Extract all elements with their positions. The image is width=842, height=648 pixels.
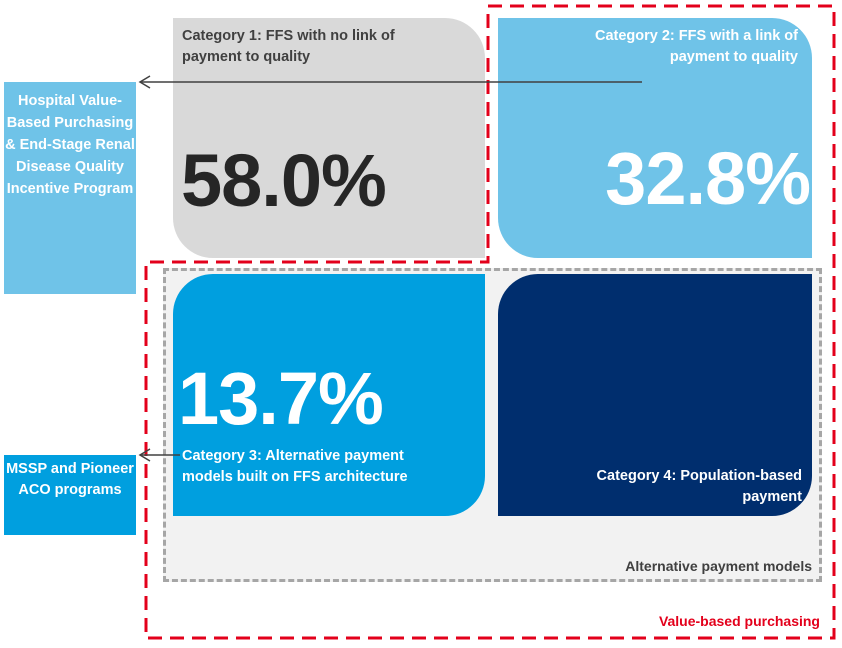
category-2-title: Category 2: FFS with a link of payment t… [594,28,798,65]
category-3-title: Category 3: Alternative payment models b… [182,448,408,485]
category-3-percent: 13.7% [178,357,384,440]
mssp-pioneer-aco-label: MSSP and Pioneer ACO programs [4,455,136,535]
category-4-box: Category 4: Population-based payment [498,274,812,516]
value-based-purchasing-border [144,4,836,640]
category-1-box: Category 1: FFS with no link of payment … [173,18,485,258]
category-1-percent: 58.0% [181,139,387,222]
hospital-vbp-esrd-label: Hospital Value-Based Purchasing & End-St… [4,82,136,294]
value-based-purchasing-label: Value-based purchasing [658,613,820,629]
category-2-percent: 32.8% [605,137,811,220]
category-3-box: 13.7% Category 3: Alternative payment mo… [173,274,485,516]
category-1-title: Category 1: FFS with no link of payment … [182,28,395,65]
category-2-box: Category 2: FFS with a link of payment t… [498,18,812,258]
alternative-payment-models-label: Alternative payment models [625,558,812,574]
category-4-title: Category 4: Population-based payment [596,468,802,505]
